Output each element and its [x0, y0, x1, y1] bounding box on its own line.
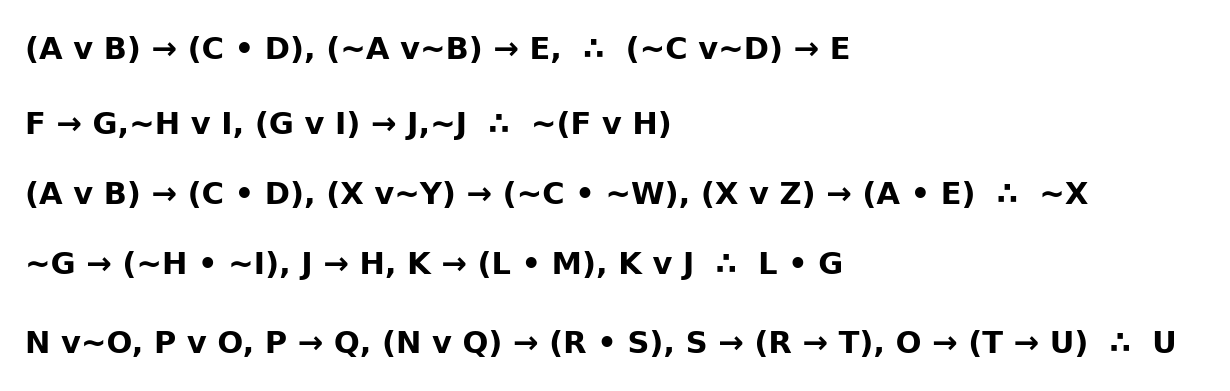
- Text: (A v B) → (C • D), (~A v~B) → E,  ∴  (~C v~D) → E: (A v B) → (C • D), (~A v~B) → E, ∴ (~C v…: [25, 36, 850, 65]
- Text: ~G → (~H • ~I), J → H, K → (L • M), K v J  ∴  L • G: ~G → (~H • ~I), J → H, K → (L • M), K v …: [25, 251, 843, 280]
- Text: F → G,~H v I, (G v I) → J,~J  ∴  ~(F v H): F → G,~H v I, (G v I) → J,~J ∴ ~(F v H): [25, 111, 672, 140]
- Text: (A v B) → (C • D), (X v~Y) → (~C • ~W), (X v Z) → (A • E)  ∴  ~X: (A v B) → (C • D), (X v~Y) → (~C • ~W), …: [25, 181, 1089, 210]
- Text: N v~O, P v O, P → Q, (N v Q) → (R • S), S → (R → T), O → (T → U)  ∴  U: N v~O, P v O, P → Q, (N v Q) → (R • S), …: [25, 330, 1176, 359]
